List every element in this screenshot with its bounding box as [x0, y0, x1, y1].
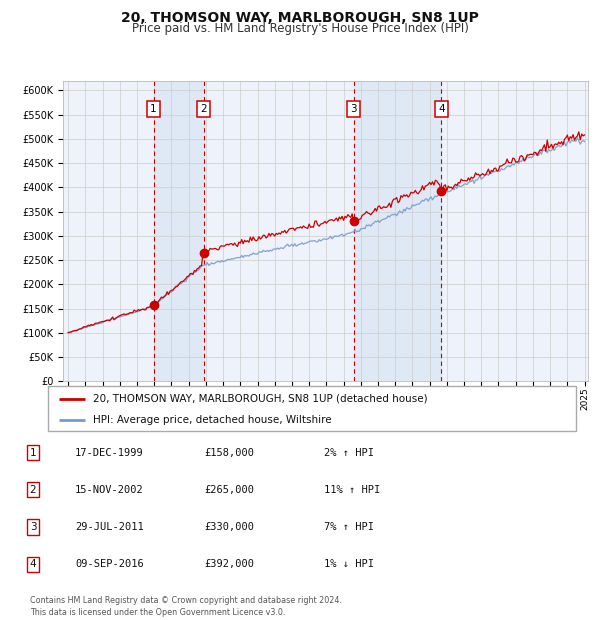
- Text: 29-JUL-2011: 29-JUL-2011: [75, 522, 144, 532]
- Text: 2% ↑ HPI: 2% ↑ HPI: [324, 448, 374, 458]
- Text: 3: 3: [350, 104, 357, 114]
- Text: HPI: Average price, detached house, Wiltshire: HPI: Average price, detached house, Wilt…: [93, 415, 332, 425]
- Text: 4: 4: [29, 559, 37, 569]
- Text: 2: 2: [200, 104, 207, 114]
- Text: Contains HM Land Registry data © Crown copyright and database right 2024.
This d: Contains HM Land Registry data © Crown c…: [30, 596, 342, 617]
- Text: £392,000: £392,000: [204, 559, 254, 569]
- Text: 09-SEP-2016: 09-SEP-2016: [75, 559, 144, 569]
- Bar: [154, 81, 203, 381]
- Text: 20, THOMSON WAY, MARLBOROUGH, SN8 1UP (detached house): 20, THOMSON WAY, MARLBOROUGH, SN8 1UP (d…: [93, 394, 428, 404]
- Text: 7% ↑ HPI: 7% ↑ HPI: [324, 522, 374, 532]
- Text: 1: 1: [29, 448, 37, 458]
- Text: £158,000: £158,000: [204, 448, 254, 458]
- Text: 20, THOMSON WAY, MARLBOROUGH, SN8 1UP: 20, THOMSON WAY, MARLBOROUGH, SN8 1UP: [121, 11, 479, 25]
- Text: 11% ↑ HPI: 11% ↑ HPI: [324, 485, 380, 495]
- Text: 1% ↓ HPI: 1% ↓ HPI: [324, 559, 374, 569]
- Text: £265,000: £265,000: [204, 485, 254, 495]
- Text: 1: 1: [150, 104, 157, 114]
- Text: Price paid vs. HM Land Registry's House Price Index (HPI): Price paid vs. HM Land Registry's House …: [131, 22, 469, 35]
- Text: 4: 4: [438, 104, 445, 114]
- Text: £330,000: £330,000: [204, 522, 254, 532]
- Text: 17-DEC-1999: 17-DEC-1999: [75, 448, 144, 458]
- Text: 3: 3: [29, 522, 37, 532]
- Bar: [353, 81, 442, 381]
- Text: 2: 2: [29, 485, 37, 495]
- Text: 15-NOV-2002: 15-NOV-2002: [75, 485, 144, 495]
